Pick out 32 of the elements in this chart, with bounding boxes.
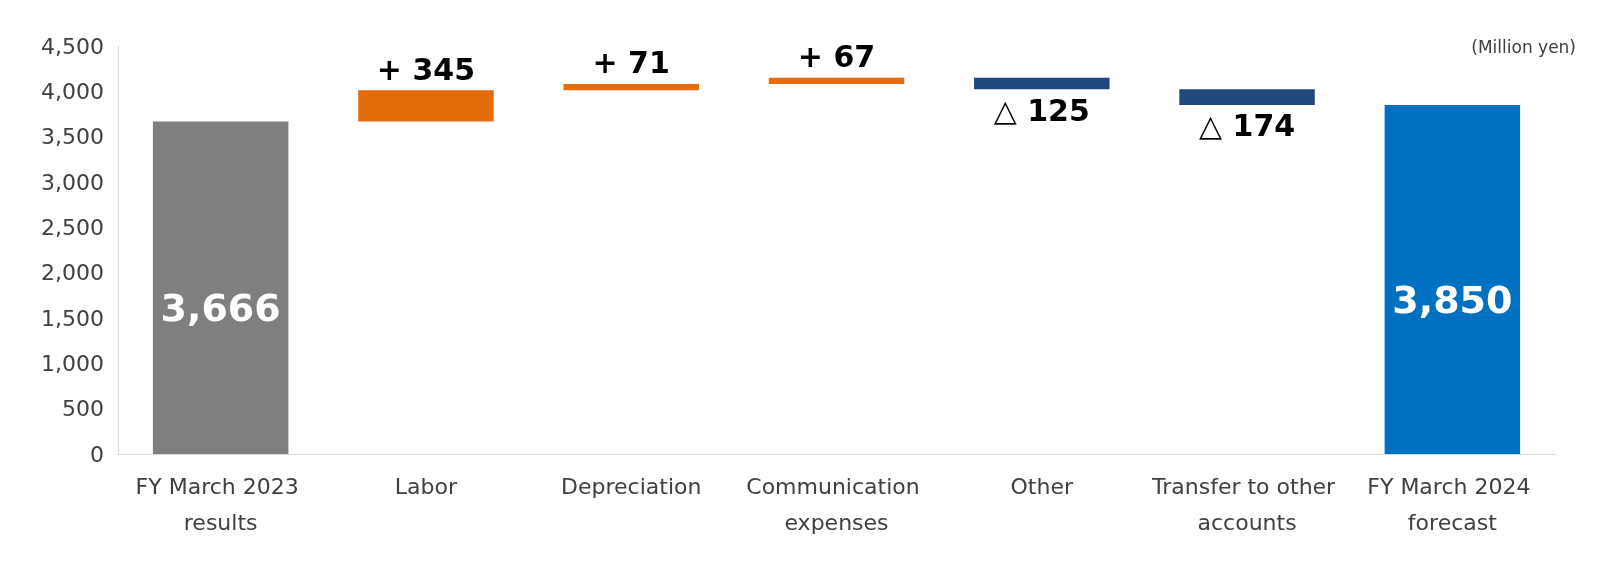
y-tick-label: 4,000 xyxy=(41,78,104,104)
bar xyxy=(974,77,1110,90)
x-tick-label: Communication expenses xyxy=(746,473,927,535)
x-tick-label: Transfer to other accounts xyxy=(1151,473,1343,535)
data-label: 3,850 xyxy=(1392,278,1513,323)
y-tick-label: 0 xyxy=(90,441,104,467)
data-label: + 67 xyxy=(797,39,876,75)
y-tick-label: 1,000 xyxy=(41,350,104,376)
x-tick-label: FY March 2023 results xyxy=(135,473,306,535)
bar xyxy=(152,121,289,454)
bar xyxy=(358,90,494,122)
y-tick-label: 3,000 xyxy=(41,169,104,195)
bar xyxy=(1179,89,1315,105)
x-tick-label: Labor xyxy=(394,473,458,499)
bar xyxy=(768,77,905,84)
y-tick-label: 500 xyxy=(62,396,104,422)
bar xyxy=(1384,104,1521,454)
annotation: (Million yen) xyxy=(1471,36,1577,57)
data-label: △ 125 xyxy=(993,92,1090,128)
data-label: + 71 xyxy=(592,45,670,81)
data-label: △ 174 xyxy=(1199,108,1296,144)
y-tick-label: 4,500 xyxy=(41,33,104,59)
x-tick-label: Depreciation xyxy=(561,473,702,499)
y-tick-label: 2,000 xyxy=(41,260,104,286)
bar xyxy=(563,83,699,91)
data-label: 3,666 xyxy=(160,285,281,330)
y-tick-label: 2,500 xyxy=(41,214,104,240)
y-tick-label: 1,500 xyxy=(41,305,104,331)
data-label: + 345 xyxy=(376,51,476,87)
y-tick-label: 3,500 xyxy=(41,124,104,150)
x-tick-label: Other xyxy=(1010,473,1074,499)
x-tick-label: FY March 2024 forecast xyxy=(1367,473,1538,535)
